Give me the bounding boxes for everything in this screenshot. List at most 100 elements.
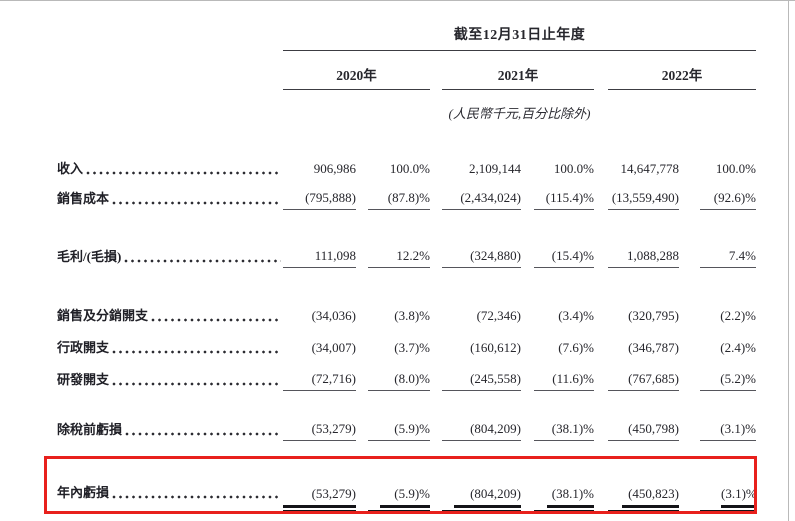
cell-value: (245,558) bbox=[470, 371, 521, 386]
dot-leader bbox=[125, 431, 281, 437]
table-row: 年內虧損 (53,279) (5.9)% (804,209) (38.1)% (450,8… bbox=[57, 473, 757, 511]
cell-value: 906,986 bbox=[313, 161, 356, 176]
unit-note-row: (人民幣千元,百分比除外) bbox=[57, 100, 756, 122]
value-cell: 100.0% bbox=[521, 150, 594, 180]
page-edge-right bbox=[788, 1, 789, 521]
value-cell: (160,612) bbox=[430, 327, 521, 359]
value-cell: (795,888) bbox=[283, 180, 356, 210]
value-cell: (7.6)% bbox=[521, 327, 594, 359]
cell-value: (324,880) bbox=[470, 248, 521, 263]
header-label-spacer bbox=[57, 13, 283, 51]
value-cell: (804,209) bbox=[430, 409, 521, 441]
table-section: 收入 906,986 100.0% 2,109,144 100.0% 14,647,778… bbox=[57, 150, 756, 210]
value-cell: 1,088,288 bbox=[594, 236, 679, 268]
double-rule: (5.9)% bbox=[368, 485, 430, 511]
row-label-cell: 銷售及分銷開支 bbox=[57, 295, 283, 327]
cell-value: 12.2% bbox=[396, 248, 430, 263]
value-cell: (92.6)% bbox=[679, 180, 756, 210]
financial-table: 截至12月31日止年度 2020年 2021年 2022年 (人民幣千元,百分比… bbox=[57, 13, 757, 511]
cell-value: (72,716) bbox=[311, 371, 356, 386]
row-label: 毛利/(毛損) bbox=[57, 249, 122, 264]
value-cell: (53,279) bbox=[283, 473, 356, 511]
value-cell: (72,346) bbox=[430, 295, 521, 327]
table-row: 毛利/(毛損) 111,098 12.2% (324,880) (15.4)% 1,088… bbox=[57, 236, 756, 268]
cell-value: (3.8)% bbox=[394, 308, 430, 323]
value-cell: (3.4)% bbox=[521, 295, 594, 327]
value-cell: (87.8)% bbox=[356, 180, 430, 210]
cell-value: (3.4)% bbox=[558, 308, 594, 323]
cell-value: (92.6)% bbox=[713, 190, 756, 205]
table-section: 除稅前虧損 (53,279) (5.9)% (804,209) (38.1)% (450,… bbox=[57, 409, 756, 441]
row-label: 銷售及分銷開支 bbox=[57, 308, 149, 323]
double-rule: (38.1)% bbox=[534, 485, 594, 511]
cell-value: 7.4% bbox=[728, 248, 756, 263]
value-cell: 2,109,144 bbox=[430, 150, 521, 180]
cell-value: (53,279) bbox=[311, 421, 356, 436]
cell-value: (53,279) bbox=[311, 486, 356, 501]
cell-value: (5.9)% bbox=[394, 486, 430, 501]
value-cell: (8.0)% bbox=[356, 359, 430, 391]
value-cell: (2.2)% bbox=[679, 295, 756, 327]
value-cell: 12.2% bbox=[356, 236, 430, 268]
row-label-cell: 行政開支 bbox=[57, 327, 283, 359]
table-row: 銷售成本 (795,888) (87.8)% (2,434,024) (115.4)% (… bbox=[57, 180, 756, 210]
value-cell: (804,209) bbox=[430, 473, 521, 511]
cell-value: (3.1)% bbox=[721, 486, 757, 501]
row-label-cell: 收入 bbox=[57, 150, 283, 180]
dot-leader bbox=[112, 200, 281, 206]
value-cell: 906,986 bbox=[283, 150, 356, 180]
cell-value: (11.6)% bbox=[552, 371, 594, 386]
value-cell: (450,798) bbox=[594, 409, 679, 441]
value-cell: (38.1)% bbox=[521, 473, 594, 511]
value-cell: (324,880) bbox=[430, 236, 521, 268]
cell-value: 2,109,144 bbox=[469, 161, 521, 176]
cell-value: (804,209) bbox=[470, 421, 521, 436]
unit-label-spacer bbox=[57, 100, 283, 122]
double-rule: (450,823) bbox=[608, 485, 679, 511]
unit-note: (人民幣千元,百分比除外) bbox=[448, 106, 591, 121]
table-row: 行政開支 (34,007) (3.7)% (160,612) (7.6)% (346,78… bbox=[57, 327, 756, 359]
cell-value: (72,346) bbox=[476, 308, 521, 323]
cell-value: (2.4)% bbox=[720, 340, 756, 355]
value-cell: (11.6)% bbox=[521, 359, 594, 391]
cell-value: (804,209) bbox=[470, 486, 521, 501]
cell-value: (15.4)% bbox=[551, 248, 594, 263]
cell-value: (87.8)% bbox=[387, 190, 430, 205]
dot-leader bbox=[112, 494, 281, 500]
cell-value: (34,036) bbox=[311, 308, 356, 323]
row-label: 收入 bbox=[57, 161, 84, 176]
value-cell: (767,685) bbox=[594, 359, 679, 391]
row-label-cell: 研發開支 bbox=[57, 359, 283, 391]
year-header-2021: 2021年 bbox=[442, 60, 594, 90]
year-header-2022: 2022年 bbox=[608, 60, 756, 90]
cell-value: (115.4)% bbox=[545, 190, 594, 205]
row-label: 研發開支 bbox=[57, 372, 110, 387]
cell-value: (767,685) bbox=[628, 371, 679, 386]
table-section: 銷售及分銷開支 (34,036) (3.8)% (72,346) (3.4)% (320,… bbox=[57, 295, 756, 391]
value-cell: (2,434,024) bbox=[430, 180, 521, 210]
cell-value: (34,007) bbox=[311, 340, 356, 355]
value-cell: (450,823) bbox=[594, 473, 679, 511]
cell-value: (3.1)% bbox=[720, 421, 756, 436]
value-cell: (5.9)% bbox=[356, 409, 430, 441]
year-header-row: 2020年 2021年 2022年 bbox=[57, 60, 756, 90]
value-cell: 100.0% bbox=[356, 150, 430, 180]
table-row: 除稅前虧損 (53,279) (5.9)% (804,209) (38.1)% (450,… bbox=[57, 409, 756, 441]
year-label-spacer bbox=[57, 60, 283, 90]
double-rule: (3.1)% bbox=[700, 485, 757, 511]
value-cell: 111,098 bbox=[283, 236, 356, 268]
cell-value: (160,612) bbox=[470, 340, 521, 355]
cell-value: (8.0)% bbox=[394, 371, 430, 386]
cell-value: 100.0% bbox=[715, 161, 756, 176]
dot-leader bbox=[124, 258, 281, 264]
row-label-cell: 除稅前虧損 bbox=[57, 409, 283, 441]
table-row: 收入 906,986 100.0% 2,109,144 100.0% 14,647,778… bbox=[57, 150, 756, 180]
cell-value: 111,098 bbox=[314, 248, 356, 263]
value-cell: 7.4% bbox=[679, 236, 756, 268]
table-body: 收入 906,986 100.0% 2,109,144 100.0% 14,647,778… bbox=[57, 150, 757, 511]
value-cell: (5.9)% bbox=[356, 473, 430, 511]
table-section: 毛利/(毛損) 111,098 12.2% (324,880) (15.4)% 1,088… bbox=[57, 236, 756, 268]
cell-value: (450,798) bbox=[628, 421, 679, 436]
value-cell: 100.0% bbox=[679, 150, 756, 180]
cell-value: (2,434,024) bbox=[460, 190, 521, 205]
